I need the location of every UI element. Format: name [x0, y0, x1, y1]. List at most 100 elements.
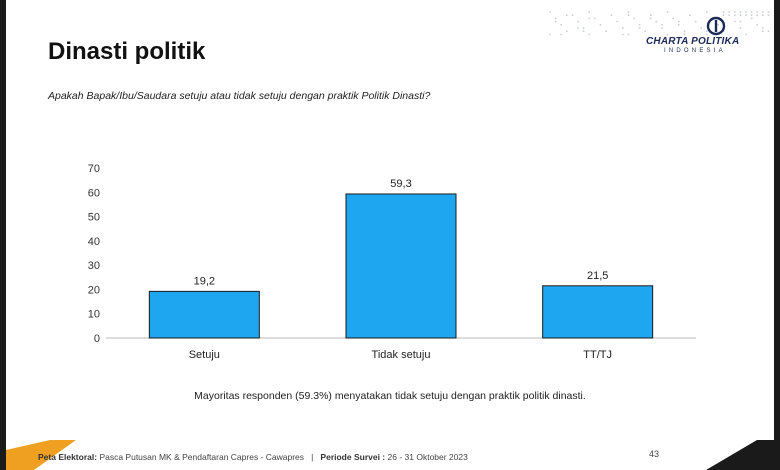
footer-decoration	[6, 440, 774, 470]
bar	[542, 285, 654, 339]
map-dot	[582, 27, 585, 29]
map-dot	[756, 14, 759, 17]
data-label: 59,3	[390, 178, 411, 190]
map-dot	[683, 33, 686, 36]
logo-name: CHARTA POLITIKA	[646, 36, 740, 47]
map-dot	[728, 11, 731, 13]
category-label: Tidak setuju	[372, 349, 431, 361]
map-dot	[756, 23, 759, 26]
map-dot	[571, 14, 574, 17]
map-dot	[761, 27, 764, 29]
y-tick-label: 70	[88, 163, 100, 175]
page-title: Dinasti politik	[48, 38, 206, 65]
map-dot	[610, 14, 613, 17]
map-dot	[649, 14, 652, 17]
map-dot	[739, 11, 742, 13]
map-dot	[627, 14, 630, 17]
y-tick-label: 10	[88, 309, 100, 321]
bar-chart: 0 10 20 30 40 50 60 70 19,2 Setuju 59,3 Tidak setuj…	[88, 163, 696, 361]
map-dot	[588, 33, 591, 36]
map-dot	[605, 30, 607, 33]
map-dot	[745, 14, 747, 17]
map-dot	[700, 27, 703, 29]
category-label: TT/TJ	[583, 349, 612, 361]
footer-event: Pasca Putusan MK & Pendaftaran Capres - …	[99, 452, 305, 462]
map-dot	[593, 17, 596, 20]
slide: Dinasti politik Apakah Bapak/Ibu/Saudara…	[6, 0, 774, 470]
map-dot	[616, 20, 619, 23]
data-label: 21,5	[587, 270, 608, 282]
map-dot	[666, 11, 669, 13]
map-dot	[767, 14, 770, 17]
map-dot	[627, 33, 630, 36]
y-tick-label: 0	[94, 333, 100, 345]
footer-label-periode: Periode Survei :	[320, 452, 386, 462]
map-dot	[739, 27, 742, 29]
map-dot	[705, 33, 708, 36]
map-dot	[761, 11, 764, 13]
footer-period: 26 - 31 Oktober 2023	[387, 452, 468, 462]
map-dot	[705, 11, 708, 13]
logo-subtitle: INDONESIA	[664, 48, 726, 54]
map-dot	[633, 17, 635, 20]
map-dot	[739, 20, 742, 23]
map-dot	[761, 30, 764, 33]
map-dot	[677, 20, 680, 23]
map-dot	[638, 27, 641, 29]
map-dot	[560, 23, 563, 26]
map-dot	[767, 30, 770, 33]
map-dot	[767, 11, 770, 13]
map-dot	[750, 11, 753, 13]
map-dot	[733, 20, 736, 23]
map-dot	[683, 30, 686, 33]
map-dot	[705, 30, 708, 33]
map-dot	[733, 14, 736, 17]
chart-note: Mayoritas responden (59.3%) menyatakan t…	[194, 390, 586, 402]
map-dot	[739, 14, 742, 17]
map-dot	[599, 23, 602, 26]
map-dot	[621, 33, 624, 36]
survey-question: Apakah Bapak/Ibu/Saudara setuju atau tid…	[48, 90, 431, 102]
footer-text: Peta Elektoral: Pasca Putusan MK & Penda…	[38, 452, 468, 462]
page-number: 43	[649, 449, 660, 459]
map-dot	[554, 17, 557, 20]
y-tick-label: 50	[88, 212, 100, 224]
map-dot	[661, 27, 663, 29]
map-dot	[638, 23, 641, 26]
map-dot	[554, 20, 557, 23]
map-dot	[745, 33, 747, 36]
bar	[345, 193, 457, 339]
logo-mark-icon	[706, 16, 726, 36]
logo: CHARTA POLITIKA INDONESIA	[546, 8, 774, 68]
map-dot	[750, 14, 753, 17]
footer-separator: |	[311, 452, 314, 462]
map-dot	[649, 17, 652, 20]
map-dot	[560, 33, 563, 36]
map-dot	[588, 11, 591, 13]
map-dot	[549, 33, 551, 36]
y-tick-label: 20	[88, 284, 100, 296]
map-dot	[733, 11, 736, 13]
bar	[148, 290, 260, 339]
map-dot	[661, 23, 663, 26]
map-dot	[717, 23, 719, 26]
map-dot	[577, 27, 579, 29]
map-dot	[627, 11, 630, 13]
map-dot	[644, 30, 647, 33]
map-dot	[565, 30, 568, 33]
map-dot	[666, 33, 669, 36]
map-dot	[694, 20, 697, 23]
y-tick-label: 60	[88, 187, 100, 199]
map-dot	[745, 11, 747, 13]
map-dot	[689, 14, 691, 17]
map-dot	[621, 27, 624, 29]
map-dot	[677, 23, 680, 26]
footer-label-peta: Peta Elektoral:	[38, 452, 98, 462]
y-tick-label: 30	[88, 260, 100, 272]
map-dot	[565, 14, 568, 17]
map-dot	[761, 14, 764, 17]
map-dot	[588, 17, 591, 20]
footer: Peta Elektoral: Pasca Putusan MK & Penda…	[6, 440, 774, 470]
map-dot	[655, 20, 658, 23]
map-dots-graphic	[549, 11, 770, 36]
